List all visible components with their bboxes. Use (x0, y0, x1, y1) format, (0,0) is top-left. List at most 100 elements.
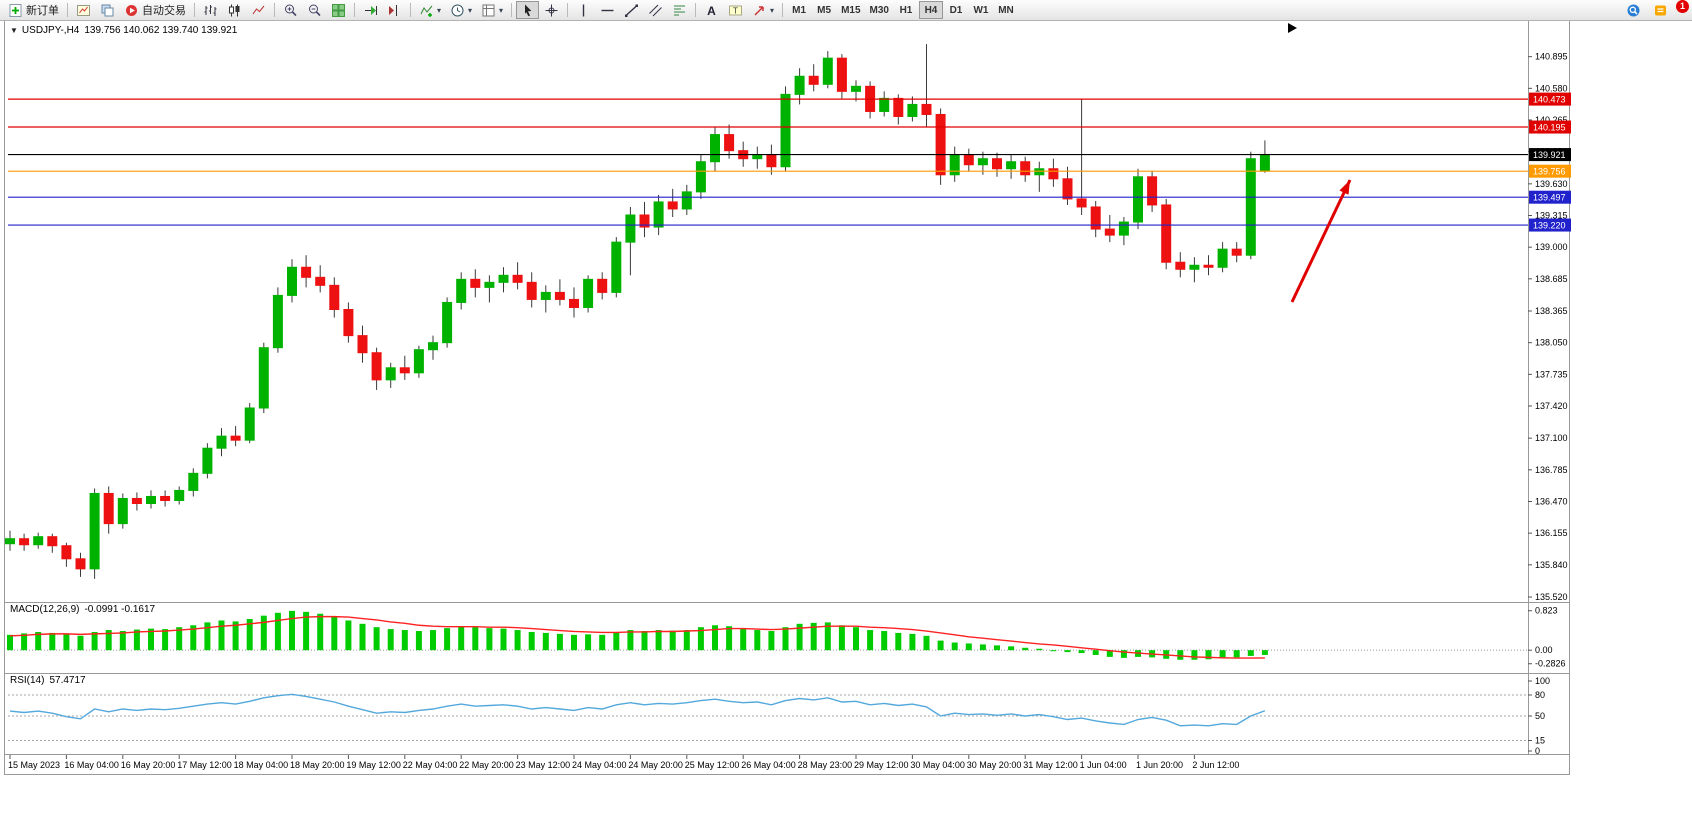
auto-scroll-button[interactable] (359, 1, 382, 19)
svg-text:140.265: 140.265 (1535, 115, 1568, 125)
timeframe-d1-button[interactable]: D1 (944, 1, 968, 19)
zoom-out-button[interactable] (303, 1, 326, 19)
price-tags: 140.473 140.195 139.921 139.756 139.497 139.2… (1529, 92, 1571, 232)
text-label-tool-button[interactable]: T (724, 1, 747, 19)
candlestick-chart-icon (227, 3, 242, 18)
tile-windows-icon (331, 3, 346, 18)
svg-text:0.823: 0.823 (1535, 606, 1558, 616)
toolbar-separator (274, 3, 275, 17)
new-order-icon (8, 3, 23, 18)
profiles-icon (100, 3, 115, 18)
svg-text:15 May 2023: 15 May 2023 (8, 760, 60, 770)
search-icon (1626, 3, 1641, 18)
one-click-trading-arrow[interactable]: ▼ (10, 26, 18, 35)
indicators-button[interactable]: ▾ (415, 1, 445, 19)
rsi-line (9, 693, 1266, 727)
timeframe-m1-button[interactable]: M1 (787, 1, 811, 19)
notifications-button[interactable] (1649, 1, 1672, 19)
fibonacci-tool-button[interactable] (668, 1, 691, 19)
vertical-line-tool-button[interactable] (572, 1, 595, 19)
toolbar-separator (354, 3, 355, 17)
timeframe-m5-button[interactable]: M5 (812, 1, 836, 19)
cursor-tool-button[interactable] (516, 1, 540, 19)
svg-text:31 May 12:00: 31 May 12:00 (1023, 760, 1078, 770)
svg-text:A: A (707, 4, 716, 18)
time-axis[interactable]: 15 May 2023 16 May 04:00 16 May 20:00 17 Ma… (8, 755, 1239, 770)
svg-text:100: 100 (1535, 676, 1550, 686)
periods-dropdown-caret[interactable]: ▾ (468, 5, 473, 15)
indicators-icon (419, 3, 434, 18)
chart-shift-icon (387, 3, 402, 18)
svg-text:2 Jun 12:00: 2 Jun 12:00 (1192, 760, 1239, 770)
zoom-in-button[interactable] (279, 1, 302, 19)
community-search-button[interactable] (1622, 1, 1645, 19)
scroll-to-end-marker[interactable] (1288, 23, 1297, 33)
svg-text:30 May 04:00: 30 May 04:00 (910, 760, 965, 770)
svg-text:15: 15 (1535, 736, 1545, 746)
chart-shift-button[interactable] (383, 1, 406, 19)
line-chart-type-button[interactable] (247, 1, 270, 19)
templates-dropdown-caret[interactable]: ▾ (499, 5, 504, 15)
trend-arrow-annotation[interactable] (1290, 179, 1352, 303)
auto-trading-button[interactable]: 自动交易 (120, 1, 190, 19)
profiles-button[interactable] (96, 1, 119, 19)
bar-chart-type-button[interactable] (199, 1, 222, 19)
crosshair-tool-button[interactable] (540, 1, 563, 19)
text-tool-button[interactable]: A (700, 1, 723, 19)
svg-text:1 Jun 20:00: 1 Jun 20:00 (1136, 760, 1183, 770)
arrows-tool-button[interactable]: ▾ (748, 1, 778, 19)
timeframe-w1-button[interactable]: W1 (969, 1, 993, 19)
trendline-tool-button[interactable] (620, 1, 643, 19)
toolbar-separator (782, 3, 784, 17)
svg-text:28 May 23:00: 28 May 23:00 (798, 760, 853, 770)
horizontal-lines[interactable] (8, 98, 1528, 226)
svg-text:16 May 04:00: 16 May 04:00 (64, 760, 119, 770)
svg-text:136.785: 136.785 (1535, 465, 1568, 475)
horizontal-line-tool-button[interactable] (596, 1, 619, 19)
svg-text:139.630: 139.630 (1535, 179, 1568, 189)
svg-text:1 Jun 04:00: 1 Jun 04:00 (1080, 760, 1127, 770)
equidistant-channel-icon (648, 3, 663, 18)
tile-windows-button[interactable] (327, 1, 350, 19)
toolbar-separator (567, 3, 569, 17)
svg-text:16 May 20:00: 16 May 20:00 (121, 760, 176, 770)
new-order-button[interactable]: 新订单 (4, 1, 63, 19)
svg-text:22 May 04:00: 22 May 04:00 (403, 760, 458, 770)
svg-text:135.840: 135.840 (1535, 560, 1568, 570)
svg-text:29 May 12:00: 29 May 12:00 (854, 760, 909, 770)
arrows-dropdown-caret[interactable]: ▾ (770, 5, 775, 15)
candlestick-chart-type-button[interactable] (223, 1, 246, 19)
auto-trading-label: 自动交易 (142, 5, 186, 17)
svg-text:138.685: 138.685 (1535, 274, 1568, 284)
zoom-out-icon (307, 3, 322, 18)
timeframe-h1-button[interactable]: H1 (894, 1, 918, 19)
templates-button[interactable]: ▾ (477, 1, 507, 19)
fibonacci-icon (672, 3, 687, 18)
svg-text:137.100: 137.100 (1535, 433, 1568, 443)
macd-pane: 0.823 0.00 -0.2826 (7, 606, 1566, 669)
toolbar: 新订单 自动交易 ▾ ▾ ▾ A T ▾ M1 M5 M15 M30 H1 H4… (0, 0, 1692, 21)
svg-text:24 May 20:00: 24 May 20:00 (628, 760, 683, 770)
arrow-objects-icon (752, 3, 767, 18)
periods-button[interactable]: ▾ (446, 1, 476, 19)
svg-text:139.497: 139.497 (1533, 193, 1566, 203)
macd-signal-line (9, 615, 1265, 659)
svg-text:137.420: 137.420 (1535, 401, 1568, 411)
indicators-dropdown-caret[interactable]: ▾ (437, 5, 442, 15)
svg-text:135.520: 135.520 (1535, 592, 1568, 602)
timeframe-m30-button[interactable]: M30 (866, 1, 893, 19)
new-order-label: 新订单 (26, 5, 59, 17)
timeframe-mn-button[interactable]: MN (994, 1, 1018, 19)
svg-text:19 May 12:00: 19 May 12:00 (346, 760, 401, 770)
cursor-icon (520, 3, 535, 18)
timeframe-m15-button[interactable]: M15 (837, 1, 864, 19)
svg-text:137.735: 137.735 (1535, 369, 1568, 379)
svg-text:138.050: 138.050 (1535, 338, 1568, 348)
svg-text:136.470: 136.470 (1535, 496, 1568, 506)
notification-badge[interactable]: 1 (1676, 0, 1689, 13)
new-chart-button[interactable] (72, 1, 95, 19)
svg-text:140.195: 140.195 (1533, 123, 1566, 133)
equidistant-channel-tool-button[interactable] (644, 1, 667, 19)
timeframe-h4-button[interactable]: H4 (918, 1, 943, 19)
